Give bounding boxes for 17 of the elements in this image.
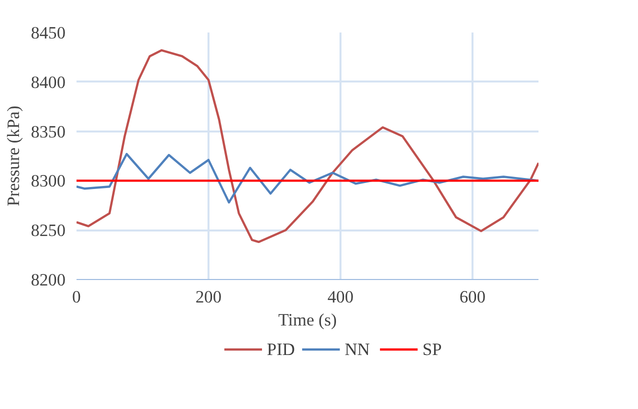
x-axis-title: Time (s) xyxy=(278,310,338,330)
x-tick-label: 0 xyxy=(72,288,81,306)
x-tick-label: 200 xyxy=(196,288,222,306)
y-tick-label: 8350 xyxy=(30,122,66,142)
x-tick-label: 400 xyxy=(328,288,354,306)
legend-label: PID xyxy=(266,340,295,359)
x-tick-label: 600 xyxy=(460,288,486,306)
y-tick-label: 8300 xyxy=(30,172,66,191)
legend-label: NN xyxy=(344,340,370,359)
y-tick-label: 8250 xyxy=(30,221,66,240)
line-series xyxy=(76,49,538,244)
y-tick-label: 8450 xyxy=(30,24,66,42)
line-series xyxy=(76,152,538,204)
legend-label: SP xyxy=(422,340,442,359)
y-tick-label: 8200 xyxy=(30,270,66,290)
y-tick-label: 8400 xyxy=(30,72,66,92)
y-axis-title: Pressure (kPa) xyxy=(4,105,23,206)
